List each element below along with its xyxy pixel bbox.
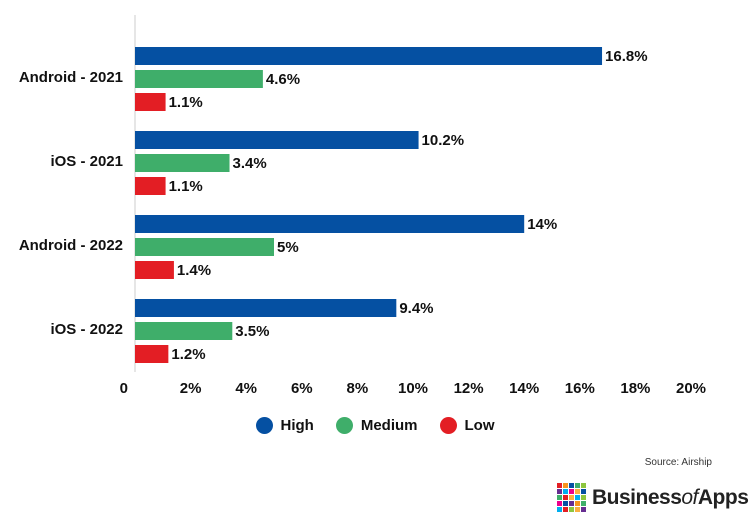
legend-item-low[interactable]: Low [439,417,495,434]
brand-mosaic-cell [581,501,586,506]
brand-mosaic-cell [563,495,568,500]
legend: High Medium Low [0,417,750,434]
data-label: 1.1% [169,178,203,195]
x-tick-label: 14% [509,380,539,397]
brand-mosaic-cell [569,507,574,512]
data-label: 3.5% [235,323,269,340]
brand-mosaic-cell [569,495,574,500]
data-label: 14% [527,216,557,233]
data-label: 1.1% [169,94,203,111]
legend-dot-medium [335,417,353,434]
x-tick-label: 12% [454,380,484,397]
brand-mosaic-cell [575,483,580,488]
x-tick-label: 16% [565,380,595,397]
legend-label-medium: Medium [360,417,418,434]
brand-mosaic-cell [581,483,586,488]
brand-suffix: Apps [697,485,749,509]
brand-prefix: Business [592,485,682,509]
x-tick-label: 6% [291,380,313,397]
legend-item-medium[interactable]: Medium [335,417,418,434]
brand-mosaic-icon [557,483,586,512]
x-tick-label: 0 [120,380,128,397]
data-label: 1.4% [177,262,211,279]
category-label: iOS - 2022 [50,321,123,338]
legend-item-high[interactable]: High [255,417,314,434]
x-tick-label: 4% [235,380,257,397]
brand-mosaic-cell [563,489,568,494]
brand-mosaic-cell [569,501,574,506]
data-label: 10.2% [422,132,465,149]
x-tick-label: 20% [676,380,706,397]
brand-mosaic-cell [563,507,568,512]
bar-low[interactable] [135,177,166,195]
brand-mosaic-cell [563,483,568,488]
brand-mosaic-cell [557,483,562,488]
category-label: Android - 2021 [19,69,123,86]
brand-logo[interactable]: BusinessofApps [557,483,749,512]
bar-medium[interactable] [135,154,230,172]
bar-chart: Android - 2021 16.8% 4.6% 1.1% iOS - 2021 10.… [19,15,706,397]
brand-mosaic-cell [569,489,574,494]
data-label: 4.6% [266,71,300,88]
brand-mosaic-cell [581,507,586,512]
brand-mosaic-cell [557,507,562,512]
data-label: 3.4% [233,155,267,172]
bar-low[interactable] [135,345,169,363]
category-label: iOS - 2021 [50,153,123,170]
brand-mosaic-cell [575,495,580,500]
data-label: 5% [277,239,299,256]
x-tick-label: 10% [398,380,428,397]
brand-mosaic-cell [581,489,586,494]
bar-medium[interactable] [135,322,233,340]
brand-mosaic-cell [563,501,568,506]
brand-mosaic-cell [557,495,562,500]
data-label: 16.8% [605,48,648,65]
legend-label-high: High [280,417,314,434]
bar-high[interactable] [135,47,603,65]
legend-dot-high [255,417,273,434]
brand-mosaic-cell [575,501,580,506]
brand-mosaic-cell [557,501,562,506]
legend-dot-low [439,417,457,434]
x-tick-label: 2% [180,380,202,397]
x-tick-label: 8% [347,380,369,397]
source-note: Source: Airship [644,457,712,468]
brand-wordmark: BusinessofApps [592,485,749,510]
brand-mosaic-cell [557,489,562,494]
brand-middle: of [681,485,698,509]
brand-mosaic-cell [575,489,580,494]
legend-label-low: Low [464,417,495,434]
data-label: 9.4% [399,300,433,317]
brand-mosaic-cell [581,495,586,500]
brand-mosaic-cell [575,507,580,512]
x-tick-label: 18% [620,380,650,397]
category-label: Android - 2022 [19,237,123,254]
bar-low[interactable] [135,261,174,279]
bar-medium[interactable] [135,238,274,256]
data-label: 1.2% [171,346,205,363]
bar-high[interactable] [135,215,525,233]
bar-medium[interactable] [135,70,263,88]
bar-high[interactable] [135,299,397,317]
brand-mosaic-cell [569,483,574,488]
bar-low[interactable] [135,93,166,111]
bar-high[interactable] [135,131,419,149]
